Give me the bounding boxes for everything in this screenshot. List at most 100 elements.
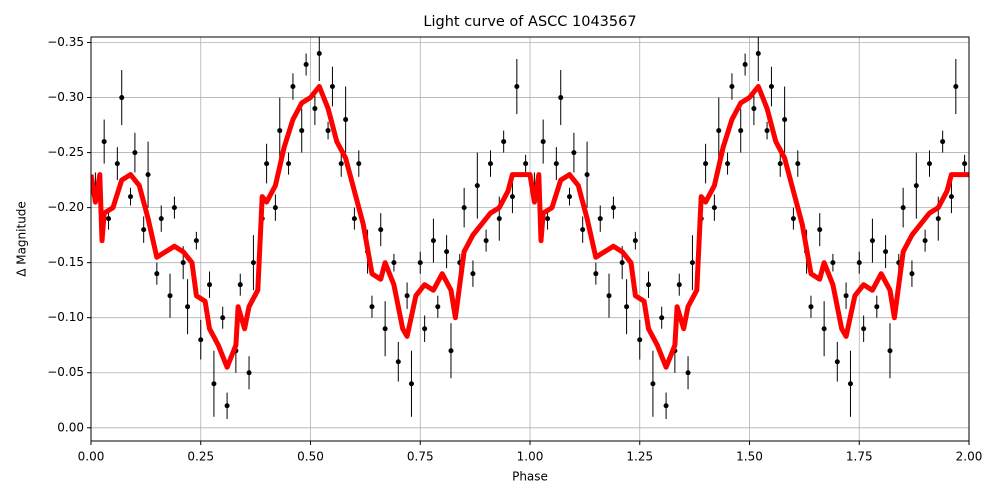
data-point: [777, 161, 783, 167]
data-point: [312, 106, 318, 112]
y-tick-label: −0.35: [47, 35, 84, 49]
data-point: [369, 304, 375, 310]
data-point: [299, 128, 305, 134]
data-point: [145, 172, 151, 178]
data-point: [689, 260, 695, 266]
data-point: [580, 227, 586, 233]
data-point: [606, 293, 612, 299]
trend-line: [91, 84, 969, 370]
data-point: [847, 381, 853, 387]
data-point: [395, 359, 401, 365]
data-point: [422, 326, 428, 332]
data-point: [953, 84, 959, 90]
data-point: [382, 326, 388, 332]
data-point: [224, 403, 230, 409]
y-tick-label: −0.10: [47, 310, 84, 324]
data-point: [171, 205, 177, 211]
data-point: [154, 271, 160, 277]
data-point: [435, 304, 441, 310]
x-tick-label: 1.25: [626, 450, 653, 464]
data-point: [650, 381, 656, 387]
data-point: [444, 249, 450, 255]
data-point: [790, 216, 796, 222]
data-point: [768, 84, 774, 90]
data-point: [632, 238, 638, 244]
data-point: [501, 139, 507, 145]
x-tick-label: 0.00: [78, 450, 105, 464]
data-point: [237, 282, 243, 288]
data-point: [356, 161, 362, 167]
data-point: [869, 238, 875, 244]
data-point: [821, 326, 827, 332]
data-point: [119, 95, 125, 101]
data-point: [211, 381, 217, 387]
y-axis-label: Δ Magnitude: [15, 201, 29, 277]
data-point: [329, 84, 335, 90]
data-point: [619, 260, 625, 266]
data-point: [913, 183, 919, 189]
data-point: [351, 216, 357, 222]
data-point: [843, 293, 849, 299]
data-point: [751, 106, 757, 112]
data-point: [567, 194, 573, 200]
data-point: [716, 128, 722, 134]
data-point: [782, 117, 788, 123]
data-point: [523, 161, 529, 167]
data-point: [637, 337, 643, 343]
data-point: [325, 128, 331, 134]
data-point: [220, 315, 226, 321]
data-point: [461, 205, 467, 211]
data-point: [404, 293, 410, 299]
data-point: [343, 117, 349, 123]
data-point: [514, 84, 520, 90]
data-point: [303, 62, 309, 68]
data-point: [286, 161, 292, 167]
data-point: [128, 194, 134, 200]
data-point: [496, 216, 502, 222]
data-point: [738, 128, 744, 134]
x-axis-label: Phase: [512, 470, 548, 484]
data-point: [391, 260, 397, 266]
plot-frame: [90, 36, 970, 442]
data-point: [742, 62, 748, 68]
data-point: [470, 271, 476, 277]
data-point: [584, 172, 590, 178]
data-point: [883, 249, 889, 255]
data-point: [597, 216, 603, 222]
data-point: [185, 304, 191, 310]
data-point: [900, 205, 906, 211]
data-point: [141, 227, 147, 233]
data-point: [545, 216, 551, 222]
data-point: [417, 260, 423, 266]
data-point: [483, 238, 489, 244]
data-point: [272, 205, 278, 211]
data-point: [808, 304, 814, 310]
data-point: [817, 227, 823, 233]
x-tick-label: 1.50: [736, 450, 763, 464]
data-point: [558, 95, 564, 101]
data-point: [861, 326, 867, 332]
x-tick-label: 0.75: [407, 450, 434, 464]
data-point: [962, 161, 968, 167]
data-point: [193, 238, 199, 244]
x-tick-label: 1.00: [517, 450, 544, 464]
data-point: [167, 293, 173, 299]
data-point: [703, 161, 709, 167]
data-point: [909, 271, 915, 277]
data-point: [830, 260, 836, 266]
data-point: [593, 271, 599, 277]
data-point: [338, 161, 344, 167]
y-tick-label: −0.05: [47, 365, 84, 379]
data-point: [106, 216, 112, 222]
data-point: [874, 304, 880, 310]
x-tick-label: 2.00: [956, 450, 983, 464]
data-point: [540, 139, 546, 145]
data-point: [198, 337, 204, 343]
data-point: [685, 370, 691, 376]
data-point: [940, 139, 946, 145]
data-point: [676, 282, 682, 288]
data-point: [474, 183, 480, 189]
data-point: [408, 381, 414, 387]
y-tick-label: −0.20: [47, 200, 84, 214]
data-point: [180, 260, 186, 266]
